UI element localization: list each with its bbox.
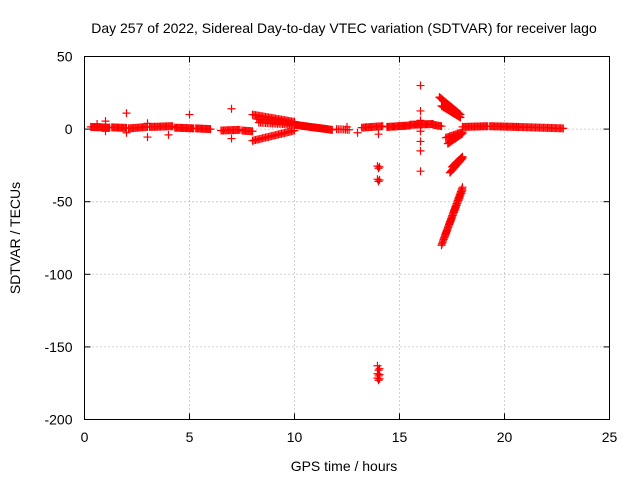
grid: [84, 56, 610, 420]
data-point: [206, 125, 215, 134]
data-point: [414, 120, 423, 129]
data-point: [456, 191, 465, 200]
axis-ticks: [84, 56, 610, 420]
data-point: [440, 232, 449, 241]
x-tick-label: 5: [186, 429, 194, 445]
data-point: [374, 130, 383, 139]
data-point: [444, 221, 453, 230]
data-point: [374, 376, 383, 385]
y-axis-title: SDTVAR / TECUs: [7, 182, 23, 294]
plot-frame: [84, 56, 610, 420]
data-point: [451, 203, 460, 212]
x-axis-title: GPS time / hours: [291, 458, 398, 474]
data-point: [353, 128, 362, 137]
data-point: [185, 110, 194, 119]
data-point: [101, 117, 110, 126]
data-point: [441, 230, 450, 239]
data-point: [227, 104, 236, 113]
data-point: [375, 374, 384, 383]
y-tick-labels: 50 0 -50 -100 -150 -200: [44, 49, 72, 428]
x-tick-label: 25: [602, 429, 618, 445]
data-point: [443, 225, 452, 234]
data-point: [449, 209, 458, 218]
data-point: [445, 220, 454, 229]
data-point: [440, 233, 449, 242]
y-tick-label: 50: [57, 49, 73, 65]
data-point: [373, 374, 382, 383]
data-point: [164, 130, 173, 139]
data-point: [454, 112, 463, 121]
data-point: [439, 235, 448, 244]
data-point: [373, 162, 382, 171]
data-point: [455, 192, 464, 201]
data-points: [86, 81, 568, 385]
data-point: [227, 134, 236, 143]
data-point: [122, 109, 131, 118]
data-point: [375, 162, 384, 171]
data-point: [343, 122, 351, 131]
data-point: [248, 127, 257, 136]
y-tick-label: -200: [44, 412, 72, 428]
chart-title: Day 257 of 2022, Sidereal Day-to-day VTE…: [91, 20, 597, 36]
x-tick-label: 15: [392, 429, 408, 445]
data-point: [416, 137, 425, 146]
data-point: [143, 119, 152, 128]
data-point: [451, 204, 460, 213]
data-point: [454, 196, 463, 205]
data-point: [437, 122, 446, 131]
data-point: [448, 213, 457, 222]
y-tick-label: -100: [44, 266, 72, 282]
data-point: [453, 199, 462, 208]
data-point: [452, 201, 461, 210]
x-tick-labels: 0 5 10 15 20 25: [81, 429, 618, 445]
data-point: [450, 206, 459, 215]
data-point: [416, 106, 425, 115]
data-point: [455, 194, 464, 203]
data-point: [559, 124, 568, 133]
data-point: [442, 226, 451, 235]
data-point: [93, 120, 102, 129]
data-point: [446, 216, 455, 225]
data-point: [416, 127, 425, 136]
x-tick-label: 20: [497, 429, 513, 445]
data-point: [448, 211, 457, 220]
data-point: [457, 189, 466, 198]
data-point: [290, 126, 299, 135]
data-point: [455, 112, 464, 121]
data-point: [143, 133, 152, 142]
data-point: [450, 208, 459, 217]
data-point: [416, 146, 425, 155]
data-point: [446, 218, 455, 227]
data-point: [456, 154, 465, 163]
data-point: [442, 228, 451, 237]
data-point: [374, 177, 383, 186]
data-point: [456, 113, 465, 122]
data-point: [457, 187, 466, 196]
data-point: [458, 128, 467, 137]
data-point: [373, 175, 382, 184]
y-tick-label: -150: [44, 339, 72, 355]
data-point: [444, 223, 453, 232]
data-point: [374, 164, 383, 173]
data-point: [458, 186, 467, 195]
x-tick-label: 10: [287, 429, 303, 445]
data-point: [457, 153, 466, 162]
y-tick-label: -50: [52, 194, 72, 210]
data-point: [122, 128, 131, 137]
data-point: [416, 167, 425, 176]
data-point: [453, 198, 462, 206]
data-point: [447, 215, 456, 224]
data-point: [328, 125, 337, 134]
data-point: [416, 81, 425, 90]
data-point: [458, 152, 467, 161]
data-point: [375, 175, 384, 184]
x-tick-label: 0: [81, 429, 89, 445]
y-tick-label: 0: [65, 121, 73, 137]
data-point: [101, 127, 110, 136]
